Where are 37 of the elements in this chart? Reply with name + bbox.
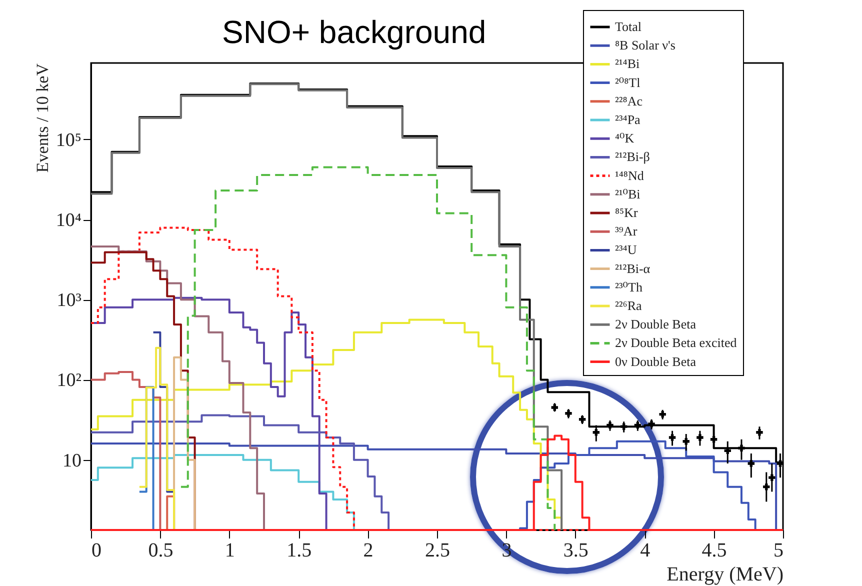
- legend-label: ⁴⁰K: [615, 130, 635, 146]
- y-axis-title: Events / 10 keV: [32, 62, 52, 173]
- x-tick-label: 0: [92, 540, 102, 562]
- y-tick-label: 10²: [56, 370, 82, 392]
- legend-label: ²³⁰Th: [615, 279, 643, 294]
- x-axis-title: Energy (MeV): [666, 564, 784, 586]
- x-tick-label: 4.5: [702, 540, 727, 562]
- x-tick-label: 5: [774, 540, 784, 562]
- y-tick-label: 10: [62, 450, 82, 472]
- legend-label: ²¹⁰Bi: [615, 186, 641, 202]
- legend-label: Total: [615, 19, 642, 34]
- x-tick-label: 2.5: [425, 540, 450, 562]
- legend-label: ²²⁸Ac: [615, 93, 643, 108]
- legend-label: ¹⁴⁸Nd: [615, 168, 644, 183]
- legend-label: 0ν Double Beta: [615, 354, 696, 369]
- x-tick-label: 1: [224, 540, 235, 562]
- legend-label: ²⁰⁸Tl: [615, 74, 641, 90]
- legend-label: ²³⁴U: [615, 242, 638, 258]
- legend-label: ⁸B Solar ν's: [615, 38, 676, 53]
- legend-label: ²¹²Bi-β: [615, 149, 650, 164]
- legend-label: ³⁹Ar: [615, 224, 638, 239]
- legend-label: ²²⁶Ra: [615, 298, 642, 313]
- legend-label: 2ν Double Beta: [615, 316, 696, 332]
- legend-label: ²³⁴Pa: [615, 112, 641, 127]
- x-tick-label: 0.5: [148, 540, 174, 562]
- x-tick-label: 1.5: [286, 540, 312, 562]
- x-tick-label: 4: [640, 540, 650, 562]
- x-tick-label: 2: [363, 540, 374, 562]
- legend-label: ²¹⁴Bi: [615, 56, 640, 72]
- y-tick-label: 10³: [56, 290, 82, 312]
- legend-label: 2ν Double Beta excited: [615, 335, 738, 350]
- chart-title: SNO+ background: [222, 14, 486, 51]
- y-tick-label: 10⁴: [56, 210, 82, 232]
- legend-label: ⁸⁵Kr: [615, 205, 638, 220]
- x-tick-label: 3.5: [563, 540, 588, 562]
- legend-label: ²¹²Bi-α: [615, 260, 650, 276]
- y-tick-label: 10⁵: [56, 130, 82, 151]
